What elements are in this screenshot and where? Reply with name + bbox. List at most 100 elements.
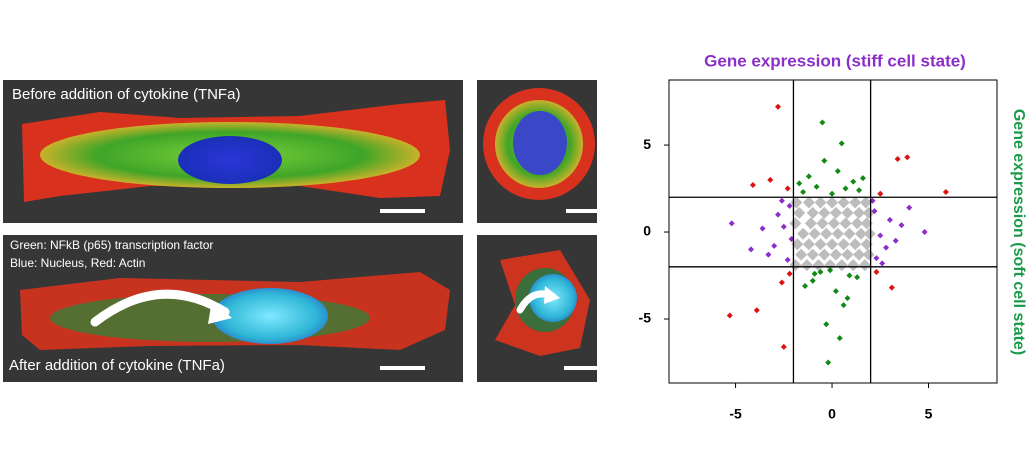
point <box>862 248 875 261</box>
point <box>829 190 836 197</box>
point <box>786 270 793 277</box>
point <box>800 189 807 196</box>
point <box>846 272 853 279</box>
point <box>784 185 791 192</box>
point <box>873 255 880 262</box>
point <box>796 180 803 187</box>
point <box>877 232 884 239</box>
x-tick-label: 0 <box>828 406 836 422</box>
point <box>784 256 791 263</box>
point <box>853 248 866 261</box>
point <box>837 238 850 251</box>
point <box>765 251 772 258</box>
point <box>832 288 839 295</box>
point <box>829 248 842 261</box>
point <box>802 282 809 289</box>
legend-line: Blue: Nucleus, Red: Actin <box>10 256 145 270</box>
y-tick-label: 0 <box>643 223 651 239</box>
point <box>748 246 754 253</box>
point <box>793 206 806 219</box>
point <box>809 277 816 284</box>
point <box>892 237 899 244</box>
point <box>802 196 815 209</box>
point <box>812 259 825 272</box>
point <box>839 217 852 230</box>
point <box>849 238 862 251</box>
point <box>800 259 813 272</box>
point <box>827 217 840 230</box>
point <box>813 183 820 190</box>
point <box>863 227 876 240</box>
point <box>873 269 880 276</box>
point <box>778 279 785 286</box>
point <box>816 217 829 230</box>
x-tick-label: -5 <box>729 406 742 422</box>
point <box>808 227 821 240</box>
point <box>837 196 850 209</box>
point <box>775 103 782 110</box>
point <box>778 197 785 204</box>
point <box>886 216 893 223</box>
point <box>826 238 839 251</box>
point <box>811 270 818 277</box>
point <box>726 312 733 319</box>
point <box>819 119 826 126</box>
point <box>814 196 827 209</box>
point <box>780 343 787 350</box>
point <box>825 359 832 366</box>
point <box>749 182 756 189</box>
point <box>850 178 857 185</box>
point <box>821 157 828 164</box>
point <box>753 307 760 314</box>
point <box>802 238 815 251</box>
point <box>795 248 808 261</box>
point <box>759 225 766 232</box>
point <box>854 274 861 281</box>
point <box>853 206 866 219</box>
point <box>860 238 873 251</box>
point <box>849 196 862 209</box>
micrograph-after <box>3 235 463 382</box>
micrograph-before <box>3 80 463 223</box>
point <box>847 259 860 272</box>
point <box>894 155 901 162</box>
point <box>780 223 787 230</box>
point <box>805 173 812 180</box>
y-axis-label: Gene expression (soft cell state) <box>1010 109 1027 355</box>
point <box>840 302 847 309</box>
point <box>838 140 845 147</box>
point <box>806 206 819 219</box>
chart-title: Gene expression (stiff cell state) <box>704 51 966 70</box>
point <box>789 259 802 272</box>
point <box>831 227 844 240</box>
point <box>898 222 905 229</box>
point <box>818 206 831 219</box>
point <box>859 196 872 209</box>
point <box>806 248 819 261</box>
point <box>836 335 843 342</box>
point <box>860 217 873 230</box>
point <box>877 190 884 197</box>
point <box>859 175 866 182</box>
point <box>817 269 824 276</box>
point <box>842 185 849 192</box>
point <box>942 189 949 196</box>
point <box>767 176 774 183</box>
point <box>854 227 867 240</box>
point <box>904 154 911 161</box>
point <box>790 196 803 209</box>
point <box>771 242 778 249</box>
micrograph-before-round <box>477 80 611 223</box>
before-label: Before addition of cytokine (TNFa) <box>12 86 240 103</box>
point <box>823 321 830 328</box>
point <box>858 259 871 272</box>
point <box>789 217 802 230</box>
point <box>786 202 793 209</box>
x-tick-label: 5 <box>925 406 933 422</box>
point <box>791 238 804 251</box>
point <box>851 217 864 230</box>
point <box>879 260 886 267</box>
point <box>843 227 856 240</box>
